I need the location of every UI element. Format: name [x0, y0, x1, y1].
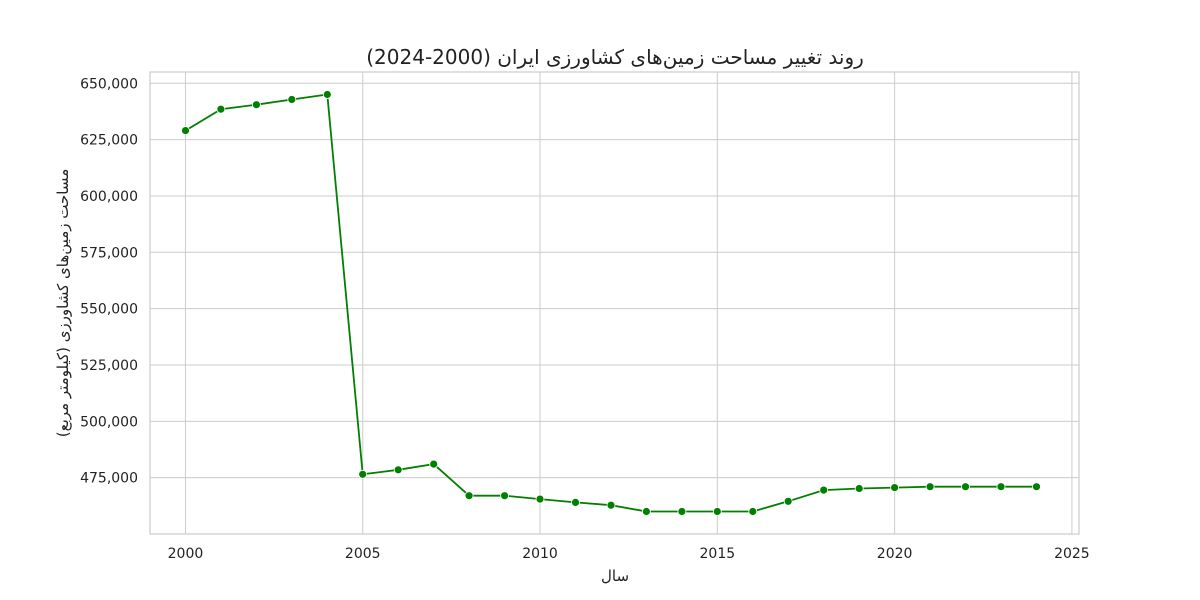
data-point [925, 482, 935, 492]
data-point [712, 507, 722, 516]
y-tick-label: 600,000 [80, 189, 138, 205]
data-point [996, 482, 1006, 492]
data-point [500, 491, 510, 501]
data-point [606, 500, 616, 510]
x-tick-label: 2015 [700, 546, 736, 562]
data-point [358, 469, 368, 479]
data-point [1032, 482, 1041, 492]
series-line [185, 93, 1037, 513]
y-ticks: 475,000 500,000 525,000 550,000 575,000 600,0… [80, 76, 138, 486]
data-point [216, 104, 226, 114]
data-point [287, 95, 297, 104]
data-point [429, 459, 439, 469]
chart-title: روند تغییر مساحت زمین‌های کشاورزی ایران … [366, 45, 864, 69]
y-tick-label: 625,000 [80, 133, 138, 149]
x-ticks: 2000 2005 2010 2015 2020 2025 [168, 546, 1090, 562]
y-tick-label: 475,000 [80, 471, 138, 487]
data-point [251, 100, 261, 110]
grid-lines [150, 72, 1079, 534]
y-tick-label: 500,000 [80, 414, 138, 430]
data-point [961, 482, 970, 492]
data-point [571, 497, 580, 507]
data-point [535, 494, 545, 504]
data-point [819, 485, 829, 495]
data-point [854, 484, 864, 493]
x-tick-label: 2005 [345, 546, 381, 562]
data-point [181, 126, 190, 136]
x-tick-label: 2010 [522, 546, 558, 562]
y-tick-label: 650,000 [80, 76, 138, 92]
data-point [677, 507, 687, 516]
x-tick-label: 2000 [168, 546, 204, 562]
data-point [890, 483, 899, 493]
data-point [322, 90, 332, 99]
x-tick-label: 2025 [1054, 546, 1090, 562]
data-point [783, 496, 793, 506]
data-point [642, 507, 651, 516]
y-tick-label: 525,000 [80, 358, 138, 374]
x-axis-label: سال [601, 567, 629, 585]
y-tick-label: 575,000 [80, 245, 138, 261]
data-point [464, 491, 474, 501]
plot-frame [149, 71, 1080, 535]
data-points [181, 90, 1041, 516]
x-tick-label: 2020 [877, 546, 913, 562]
data-point [748, 507, 758, 516]
y-tick-label: 550,000 [80, 302, 138, 318]
data-point [393, 465, 403, 475]
y-axis-label: مساحت زمین‌های کشاورزی (کیلومتر مربع) [54, 169, 72, 437]
